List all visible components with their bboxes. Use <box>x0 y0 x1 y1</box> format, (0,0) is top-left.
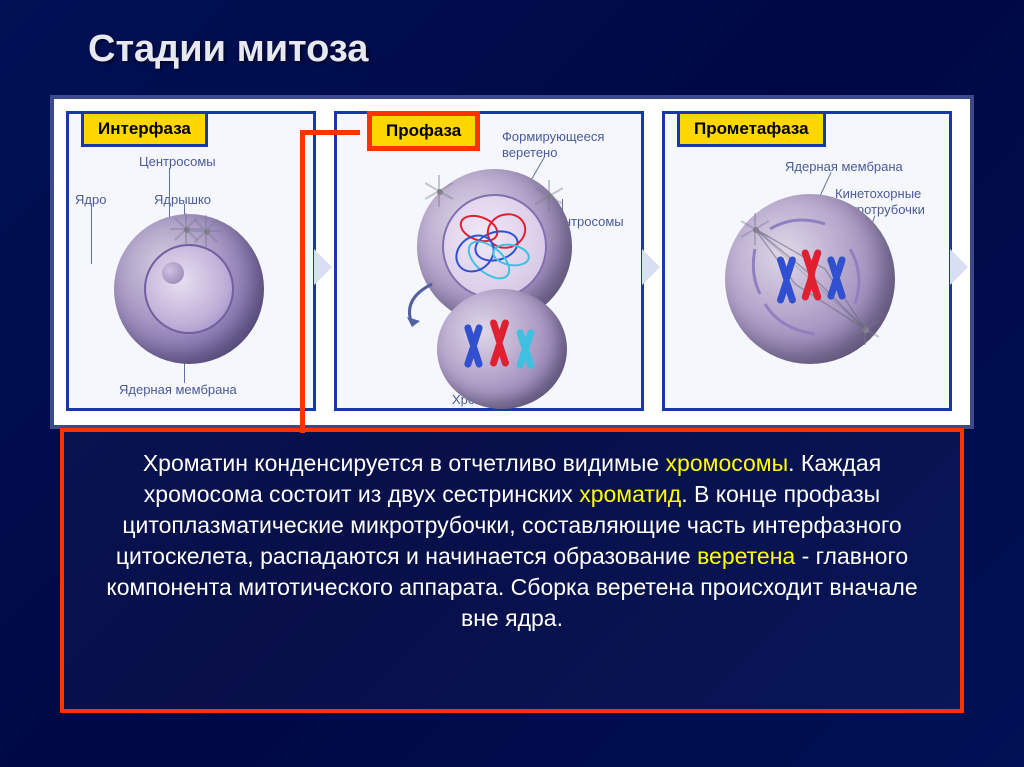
connector-line <box>300 130 360 135</box>
panel-interphase: Интерфаза Центросомы Ядро Ядрышко Ядерна… <box>66 111 316 411</box>
arrow-icon <box>314 249 332 285</box>
label-centrosomes: Центросомы <box>139 154 216 170</box>
membrane-fragments-icon <box>725 194 895 364</box>
nucleolus-icon <box>162 262 184 284</box>
connector-line <box>300 133 305 433</box>
prometaphase-cell <box>725 194 895 364</box>
leader-line <box>91 204 92 264</box>
header-prometaphase: Прометафаза <box>677 111 826 147</box>
header-interphase: Интерфаза <box>81 111 208 147</box>
interphase-cell <box>114 214 264 364</box>
label-nuclear-membrane-2: Ядерная мембрана <box>785 159 903 175</box>
centrosome-icon <box>537 184 561 208</box>
desc-highlight: хромосомы <box>666 450 789 476</box>
arrow-icon <box>950 249 968 285</box>
centrosome-icon <box>427 179 451 203</box>
arrow-icon <box>642 249 660 285</box>
prophase-nucleus <box>442 194 547 299</box>
centrosome-icon <box>194 219 218 243</box>
label-forming-spindle: Формирующееся веретено <box>502 129 604 160</box>
desc-text: Хроматин конденсируется в отчетливо види… <box>143 450 666 476</box>
label-nuclear-membrane: Ядерная мембрана <box>119 382 237 398</box>
description-box: Хроматин конденсируется в отчетливо види… <box>60 428 964 713</box>
label-nucleolus: Ядрышко <box>154 192 211 208</box>
desc-highlight: хроматид <box>579 481 681 507</box>
nucleus-icon <box>144 244 234 334</box>
panel-prometaphase: Прометафаза Ядерная мембрана Кинетохорны… <box>662 111 952 411</box>
leader-line <box>169 168 170 223</box>
prophase-cell-2 <box>437 289 567 409</box>
panel-prophase: Профаза Формирующееся веретено Центросом… <box>334 111 644 411</box>
desc-highlight: веретена <box>697 543 795 569</box>
diagram-container: Интерфаза Центросомы Ядро Ядрышко Ядерна… <box>50 95 974 429</box>
slide-title: Стадии митоза <box>0 0 1024 89</box>
header-prophase: Профаза <box>367 111 480 151</box>
curved-arrow-icon <box>392 279 452 339</box>
